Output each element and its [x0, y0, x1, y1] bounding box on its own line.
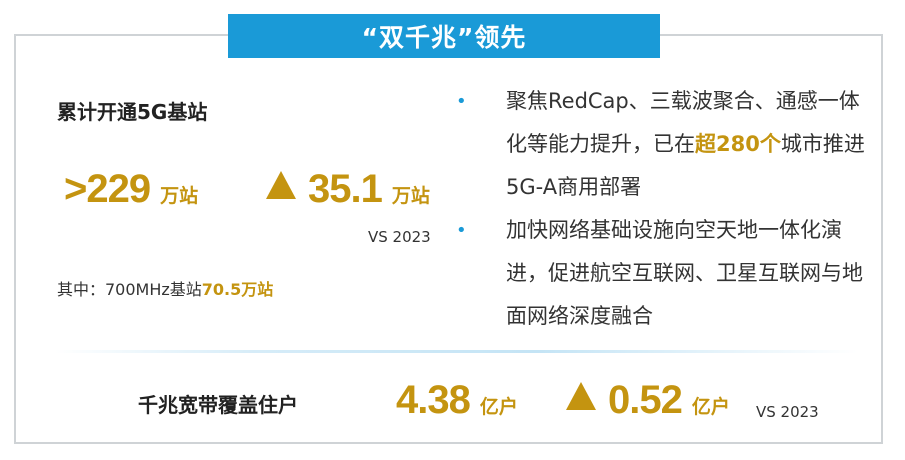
base-station-growth: 35.1 万站	[266, 167, 430, 212]
broadband-growth-value: 0.52	[608, 378, 683, 422]
broadband-vs: VS 2023	[756, 403, 819, 421]
base-station-title: 累计开通5G基站	[57, 100, 208, 124]
base-station-total: >229 万站	[64, 167, 198, 212]
bullet-list: • 聚焦RedCap、三载波聚合、通感一体化等能力提升，已在超280个城市推进5…	[452, 80, 872, 338]
bullet-text-pre: 加快网络基础设施向空天地一体化演进，促进航空互联网、卫星互联网与地面网络深度融合	[506, 218, 863, 328]
broadband-growth-unit: 亿户	[691, 396, 730, 418]
list-item: • 聚焦RedCap、三载波聚合、通感一体化等能力提升，已在超280个城市推进5…	[452, 80, 872, 209]
base-station-growth-unit: 万站	[391, 185, 430, 207]
section-divider	[55, 350, 858, 353]
base-station-700mhz: 其中：700MHz基站70.5万站	[57, 276, 273, 300]
bullet-text-pre: 聚焦RedCap、三载波聚合、通感一体化等能力提升，已在	[506, 89, 860, 156]
bullet-text: 加快网络基础设施向空天地一体化演进，促进航空互联网、卫星互联网与地面网络深度融合	[506, 209, 872, 338]
broadband-label: 千兆宽带覆盖住户	[138, 393, 298, 417]
base-station-total-unit: 万站	[160, 185, 199, 207]
base-station-total-value: >229	[64, 167, 151, 211]
broadband-total: 4.38 亿户	[396, 378, 518, 423]
base-station-700mhz-label: 其中：700MHz基站	[57, 280, 202, 299]
broadband-value: 4.38	[396, 378, 471, 422]
base-station-vs: VS 2023	[368, 228, 431, 246]
list-item: • 加快网络基础设施向空天地一体化演进，促进航空互联网、卫星互联网与地面网络深度…	[452, 209, 872, 338]
base-station-700mhz-value: 70.5万站	[201, 280, 274, 299]
bullet-dot-icon: •	[456, 91, 467, 112]
broadband-unit: 亿户	[479, 396, 518, 418]
bullet-text-highlight: 超280个	[695, 132, 781, 156]
banner-title: “双千兆”领先	[228, 14, 660, 58]
bullet-text: 聚焦RedCap、三载波聚合、通感一体化等能力提升，已在超280个城市推进5G-…	[506, 80, 872, 209]
bullet-text-post: 城市推进5G-A商用部署	[506, 132, 865, 199]
base-station-growth-value: 35.1	[308, 167, 383, 211]
broadband-growth: 0.52 亿户	[566, 378, 730, 423]
increase-triangle-icon	[266, 171, 296, 199]
increase-triangle-icon	[566, 382, 596, 410]
bullet-dot-icon: •	[456, 220, 467, 241]
